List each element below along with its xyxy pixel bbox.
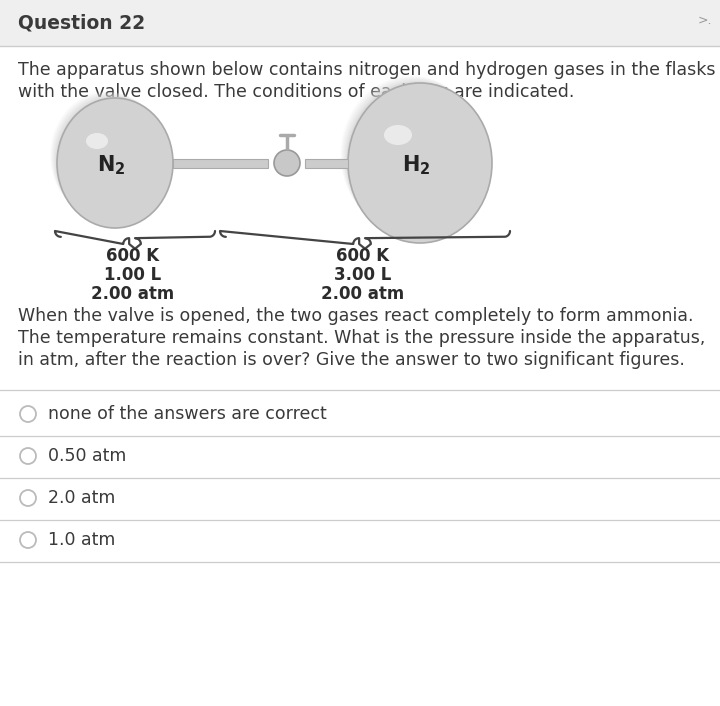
Ellipse shape [55,97,169,224]
Ellipse shape [51,92,165,220]
Ellipse shape [52,93,166,220]
Ellipse shape [50,92,164,219]
Ellipse shape [349,84,490,241]
Ellipse shape [342,77,483,234]
Ellipse shape [58,99,171,227]
Ellipse shape [341,76,482,232]
Text: $\mathbf{N_2}$: $\mathbf{N_2}$ [96,153,125,176]
Ellipse shape [56,97,170,225]
Ellipse shape [53,95,167,222]
Text: 0.50 atm: 0.50 atm [48,447,127,465]
Ellipse shape [341,76,482,233]
Text: The apparatus shown below contains nitrogen and hydrogen gases in the flasks: The apparatus shown below contains nitro… [18,61,716,79]
Ellipse shape [51,92,165,220]
Ellipse shape [347,83,488,239]
Ellipse shape [346,81,487,238]
Text: with the valve closed. The conditions of each gas are indicated.: with the valve closed. The conditions of… [18,83,575,101]
Ellipse shape [343,78,484,234]
Text: in atm, after the reaction is over? Give the answer to two significant figures.: in atm, after the reaction is over? Give… [18,351,685,369]
Ellipse shape [344,80,485,237]
Text: 1.00 L: 1.00 L [104,266,161,284]
Text: Question 22: Question 22 [18,13,145,32]
Ellipse shape [54,95,168,222]
Text: 600 K: 600 K [107,247,160,265]
Ellipse shape [348,83,492,243]
Circle shape [20,532,36,548]
Ellipse shape [348,83,489,240]
Text: 600 K: 600 K [336,247,390,265]
Ellipse shape [57,98,171,225]
Ellipse shape [384,125,412,145]
Bar [305,159,348,167]
Ellipse shape [344,79,485,236]
Ellipse shape [346,80,487,237]
Text: $\mathbf{H_2}$: $\mathbf{H_2}$ [402,153,431,176]
Text: The temperature remains constant. What is the pressure inside the apparatus,: The temperature remains constant. What i… [18,329,706,347]
Ellipse shape [341,76,482,233]
Ellipse shape [345,80,486,237]
Ellipse shape [53,94,166,221]
Text: none of the answers are correct: none of the answers are correct [48,405,327,423]
Circle shape [274,150,300,176]
Ellipse shape [348,83,489,239]
Text: 2.00 atm: 2.00 atm [91,285,175,303]
Text: 2.00 atm: 2.00 atm [321,285,405,303]
Bar [0,0,720,46]
Ellipse shape [50,91,164,219]
Ellipse shape [346,81,487,238]
Text: 2.0 atm: 2.0 atm [48,489,115,507]
Ellipse shape [58,99,171,226]
Text: 1.0 atm: 1.0 atm [48,531,115,549]
Circle shape [20,490,36,506]
Circle shape [20,448,36,464]
Text: 3.00 L: 3.00 L [334,266,392,284]
Ellipse shape [347,82,488,239]
Ellipse shape [348,84,490,241]
Ellipse shape [342,78,483,234]
Ellipse shape [343,79,485,236]
Ellipse shape [343,78,485,235]
Circle shape [20,406,36,422]
Ellipse shape [52,93,166,221]
Ellipse shape [53,94,166,222]
Ellipse shape [54,95,168,222]
Ellipse shape [55,97,169,225]
Ellipse shape [55,96,168,223]
Ellipse shape [57,97,170,225]
Ellipse shape [86,133,108,149]
Bar [173,159,268,167]
Text: >.: >. [698,15,713,28]
Text: When the valve is opened, the two gases react completely to form ammonia.: When the valve is opened, the two gases … [18,307,693,325]
Ellipse shape [55,96,168,224]
Ellipse shape [57,98,173,228]
